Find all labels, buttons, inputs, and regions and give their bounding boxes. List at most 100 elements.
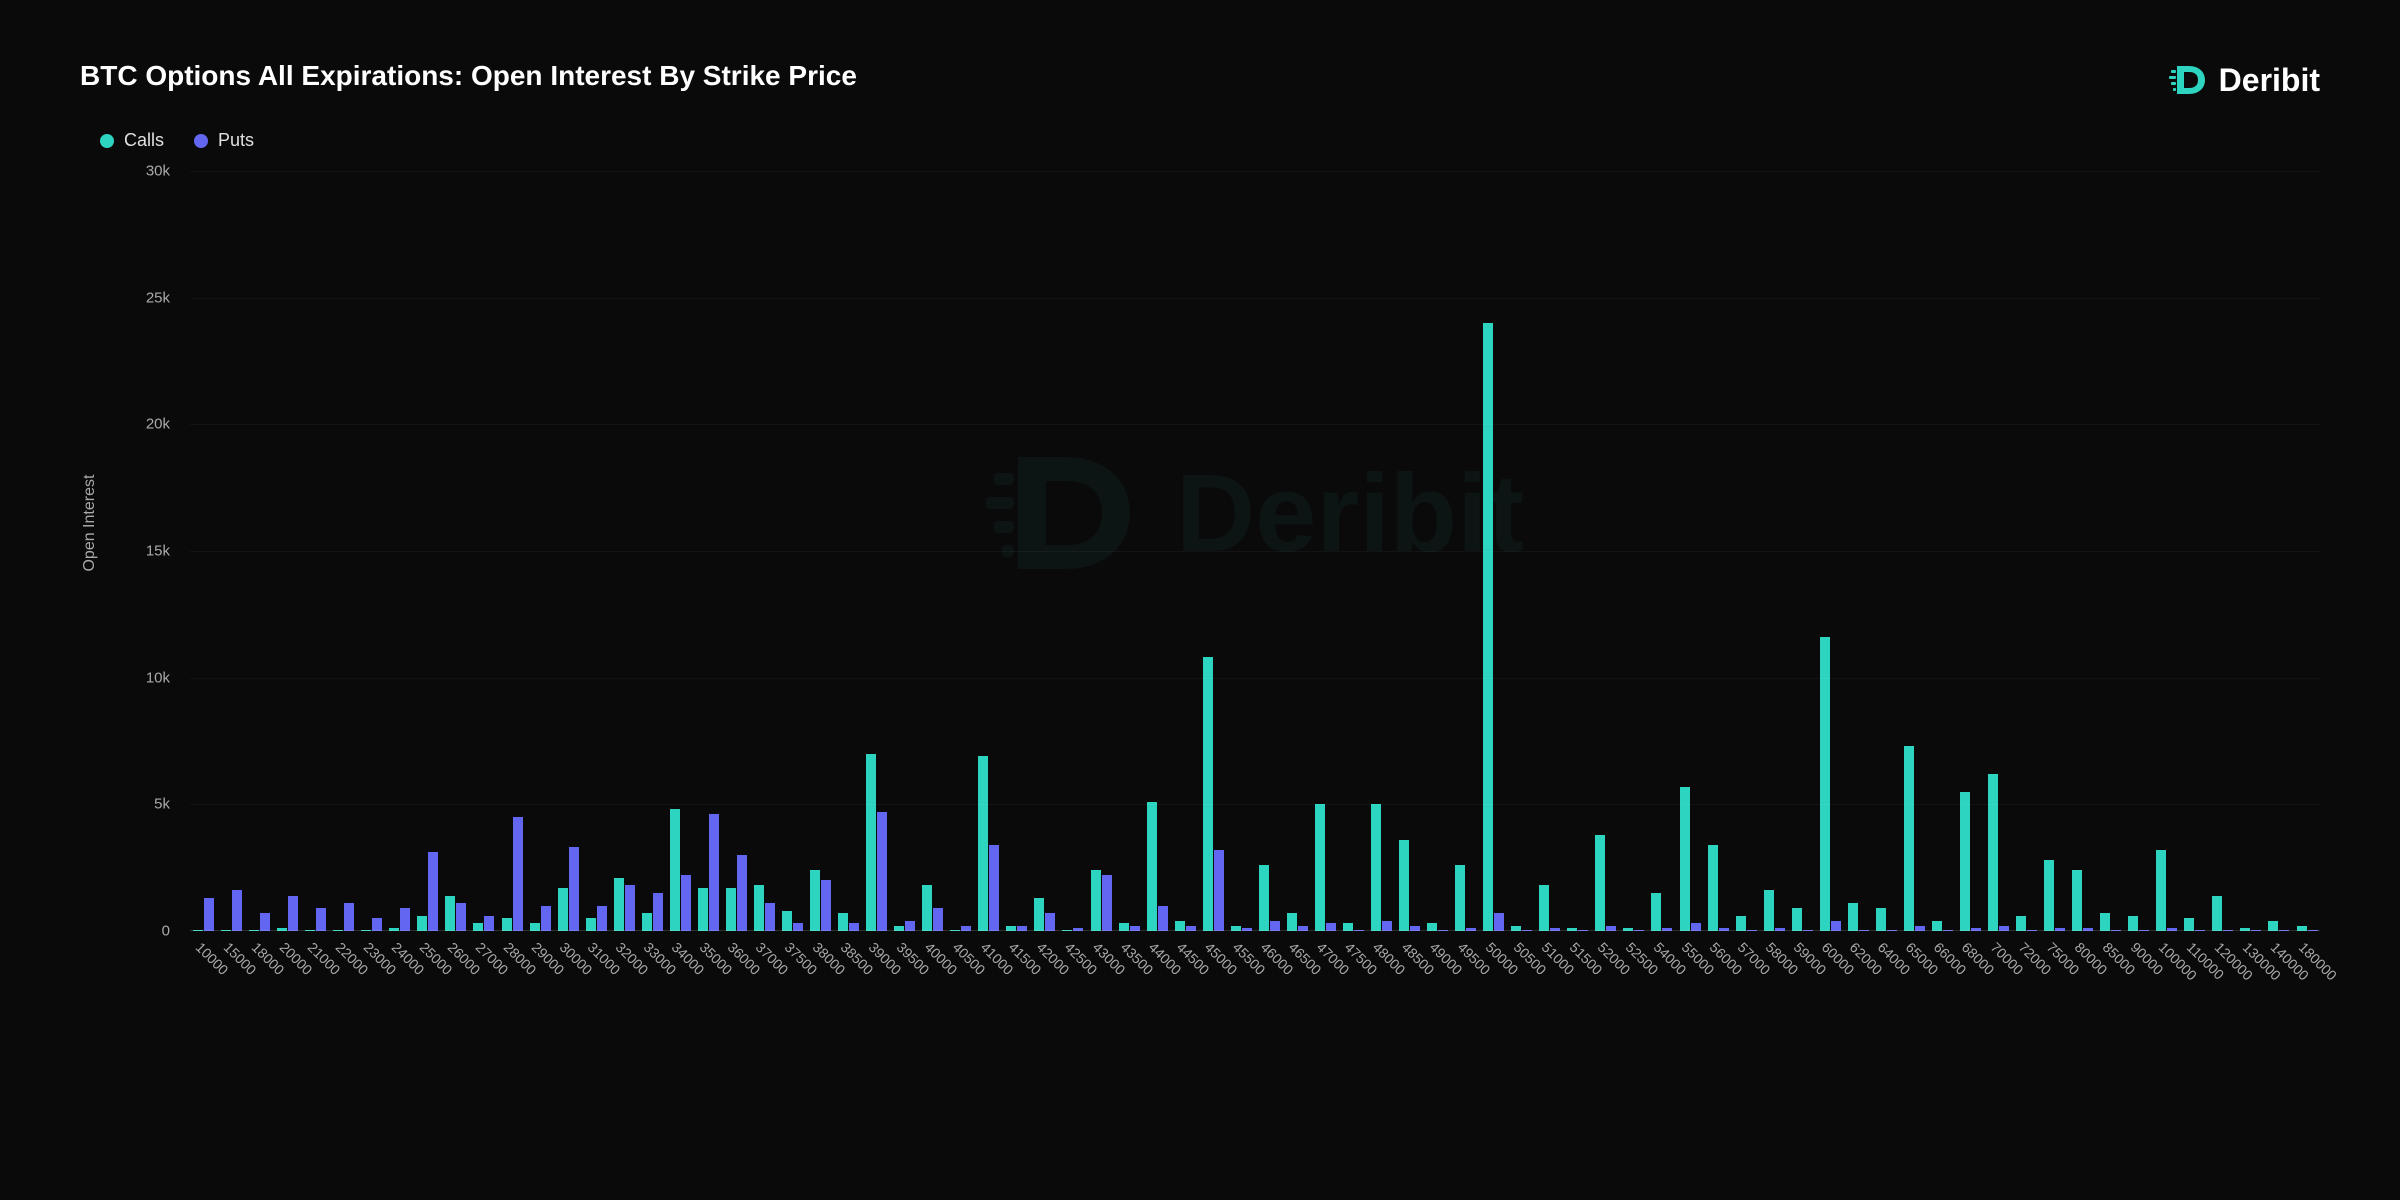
bar-puts[interactable]	[989, 845, 999, 931]
bar-calls[interactable]	[1820, 637, 1830, 931]
y-tick: 20k	[146, 416, 170, 433]
bar-puts[interactable]	[232, 890, 242, 931]
bar-puts[interactable]	[821, 880, 831, 931]
bar-calls[interactable]	[1708, 845, 1718, 931]
bar-calls[interactable]	[614, 878, 624, 931]
bar-calls[interactable]	[1904, 746, 1914, 931]
bar-puts[interactable]	[316, 908, 326, 931]
bar-calls[interactable]	[726, 888, 736, 931]
bar-puts[interactable]	[1102, 875, 1112, 931]
bar-calls[interactable]	[1988, 774, 1998, 931]
y-ticks: 05k10k15k20k25k30k	[120, 171, 180, 931]
bar-calls[interactable]	[445, 896, 455, 931]
bar-calls[interactable]	[417, 916, 427, 931]
bar-calls[interactable]	[1371, 804, 1381, 931]
brand-logo: Deribit	[2169, 60, 2320, 100]
bar-calls[interactable]	[1595, 835, 1605, 931]
gridline	[190, 298, 2320, 299]
chart-area: Open Interest 05k10k15k20k25k30k Deribit…	[120, 171, 2320, 1051]
bar-calls[interactable]	[1259, 865, 1269, 931]
chart-header: BTC Options All Expirations: Open Intere…	[80, 60, 2320, 100]
bar-calls[interactable]	[1203, 657, 1213, 931]
x-axis-baseline	[190, 930, 2320, 931]
bar-puts[interactable]	[569, 847, 579, 931]
bar-calls[interactable]	[1848, 903, 1858, 931]
bar-calls[interactable]	[558, 888, 568, 931]
bar-puts[interactable]	[204, 898, 214, 931]
bar-calls[interactable]	[1315, 804, 1325, 931]
bar-calls[interactable]	[698, 888, 708, 931]
bar-puts[interactable]	[260, 913, 270, 931]
bar-puts[interactable]	[681, 875, 691, 931]
bar-calls[interactable]	[2212, 896, 2222, 931]
bar-puts[interactable]	[1494, 913, 1504, 931]
bar-calls[interactable]	[1091, 870, 1101, 931]
bar-puts[interactable]	[1045, 913, 1055, 931]
bar-calls[interactable]	[1539, 885, 1549, 931]
legend-puts[interactable]: Puts	[194, 130, 254, 151]
bar-calls[interactable]	[1034, 898, 1044, 931]
bar-puts[interactable]	[400, 908, 410, 931]
bar-calls[interactable]	[1651, 893, 1661, 931]
bar-calls[interactable]	[754, 885, 764, 931]
bar-calls[interactable]	[642, 913, 652, 931]
chart-container: BTC Options All Expirations: Open Intere…	[0, 0, 2400, 1200]
bar-calls[interactable]	[1399, 840, 1409, 931]
bar-calls[interactable]	[1736, 916, 1746, 931]
bar-calls[interactable]	[1455, 865, 1465, 931]
legend-puts-marker	[194, 134, 208, 148]
bar-puts[interactable]	[653, 893, 663, 931]
bar-calls[interactable]	[2072, 870, 2082, 931]
chart-title: BTC Options All Expirations: Open Intere…	[80, 60, 857, 92]
bar-calls[interactable]	[1960, 792, 1970, 931]
legend-puts-label: Puts	[218, 130, 254, 151]
gridline	[190, 551, 2320, 552]
y-tick: 5k	[154, 796, 170, 813]
bar-calls[interactable]	[1792, 908, 1802, 931]
bar-calls[interactable]	[1764, 890, 1774, 931]
bar-puts[interactable]	[1158, 906, 1168, 931]
bar-puts[interactable]	[288, 896, 298, 931]
bar-puts[interactable]	[737, 855, 747, 931]
bar-calls[interactable]	[922, 885, 932, 931]
legend-calls[interactable]: Calls	[100, 130, 164, 151]
bar-calls[interactable]	[2100, 913, 2110, 931]
bar-puts[interactable]	[625, 885, 635, 931]
bar-puts[interactable]	[428, 852, 438, 931]
y-tick: 10k	[146, 669, 170, 686]
y-tick: 30k	[146, 163, 170, 180]
bar-calls[interactable]	[810, 870, 820, 931]
bar-calls[interactable]	[1287, 913, 1297, 931]
legend-calls-label: Calls	[124, 130, 164, 151]
bar-puts[interactable]	[709, 814, 719, 931]
bar-calls[interactable]	[670, 809, 680, 931]
bar-puts[interactable]	[765, 903, 775, 931]
bar-calls[interactable]	[2156, 850, 2166, 931]
y-tick: 25k	[146, 289, 170, 306]
plot-area: Deribit 10000150001800020000210002200023…	[190, 171, 2320, 931]
bar-puts[interactable]	[1214, 850, 1224, 931]
legend-calls-marker	[100, 134, 114, 148]
bar-puts[interactable]	[513, 817, 523, 931]
gridline	[190, 804, 2320, 805]
bar-calls[interactable]	[2016, 916, 2026, 931]
bar-puts[interactable]	[456, 903, 466, 931]
bar-puts[interactable]	[877, 812, 887, 931]
y-tick: 15k	[146, 543, 170, 560]
bar-calls[interactable]	[838, 913, 848, 931]
bar-calls[interactable]	[866, 754, 876, 931]
bar-calls[interactable]	[2044, 860, 2054, 931]
bar-calls[interactable]	[1680, 787, 1690, 931]
bar-puts[interactable]	[933, 908, 943, 931]
bar-calls[interactable]	[978, 756, 988, 931]
bar-calls[interactable]	[782, 911, 792, 931]
bar-puts[interactable]	[541, 906, 551, 931]
bar-calls[interactable]	[1147, 802, 1157, 931]
bar-calls[interactable]	[1876, 908, 1886, 931]
bar-calls[interactable]	[1483, 323, 1493, 931]
brand-name: Deribit	[2219, 62, 2320, 99]
bar-puts[interactable]	[484, 916, 494, 931]
bar-puts[interactable]	[597, 906, 607, 931]
bar-calls[interactable]	[2128, 916, 2138, 931]
bar-puts[interactable]	[344, 903, 354, 931]
